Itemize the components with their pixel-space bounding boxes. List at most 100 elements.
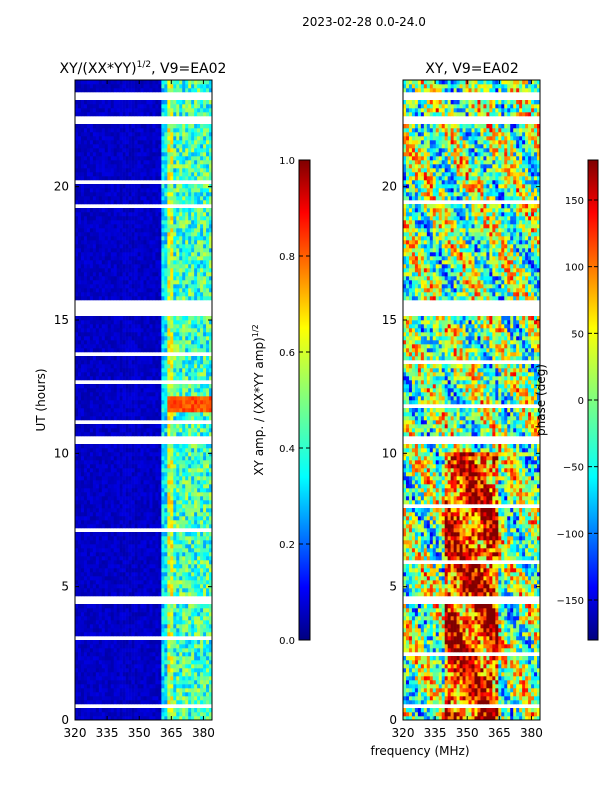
heatmap-cell [200,392,204,397]
heatmap-cell [164,456,168,461]
heatmap-cell [155,324,159,329]
heatmap-cell [158,572,162,577]
heatmap-cell [185,360,189,365]
heatmap-cell [200,616,204,621]
heatmap-cell [116,708,120,713]
heatmap-cell [164,604,168,609]
heatmap-cell [95,688,100,693]
heatmap-cell [173,292,177,297]
heatmap-cell [173,560,177,565]
heatmap-cell [170,684,174,689]
heatmap-cell [143,676,147,681]
heatmap-cell [182,260,186,265]
heatmap-cell [173,232,177,237]
heatmap-cell [128,612,132,617]
heatmap-cell [131,564,135,569]
heatmap-cell [101,444,106,449]
heatmap-cell [131,572,135,577]
heatmap-cell [89,472,94,477]
heatmap-cell [182,324,186,329]
heatmap-cell [158,432,162,437]
heatmap-cell [75,684,79,689]
heatmap-cell [83,324,88,329]
heatmap-cell [161,692,165,697]
heatmap-cell [197,536,201,541]
heatmap-cell [164,492,168,497]
heatmap-cell [185,688,189,693]
heatmap-cell [116,252,120,257]
heatmap-cell [89,244,94,249]
heatmap-cell [125,656,129,661]
heatmap-cell [149,400,153,405]
heatmap-cell [173,656,177,661]
heatmap-cell [209,412,213,417]
heatmap-cell [134,316,138,321]
heatmap-cell [176,416,180,421]
heatmap-cell [176,264,180,269]
heatmap-cell [86,384,91,389]
heatmap-cell [146,484,150,489]
heatmap-cell [110,692,115,697]
heatmap-cell [125,472,129,477]
heatmap-cell [149,512,153,517]
heatmap-cell [149,716,153,721]
heatmap-cell [83,452,88,457]
heatmap-cell [101,320,106,325]
heatmap-cell [89,236,94,241]
heatmap-cell [92,696,97,701]
heatmap-cell [140,348,144,353]
heatmap-cell [173,500,177,505]
heatmap-cell [164,264,168,269]
heatmap-cell [179,560,183,565]
heatmap-cell [161,624,165,629]
heatmap-cell [188,516,192,521]
heatmap-cell [188,296,192,301]
heatmap-cell [197,656,201,661]
heatmap-cell [98,684,103,689]
heatmap-cell [116,448,120,453]
heatmap-cell [167,504,171,509]
heatmap-cell [182,276,186,281]
heatmap-cell [194,296,198,301]
heatmap-cell [80,244,85,249]
heatmap-cell [98,232,103,237]
heatmap-cell [188,580,192,585]
heatmap-cell [83,368,88,373]
heatmap-cell [119,404,123,409]
heatmap-cell [200,368,204,373]
heatmap-cell [77,520,82,525]
heatmap-cell [176,412,180,417]
heatmap-cell [170,232,174,237]
heatmap-cell [206,472,210,477]
heatmap-cell [128,580,132,585]
heatmap-cell [167,580,171,585]
heatmap-cell [101,264,106,269]
heatmap-cell [122,344,126,349]
heatmap-cell [137,292,141,297]
heatmap-cell [119,448,123,453]
heatmap-cell [101,416,106,421]
heatmap-cell [83,320,88,325]
heatmap-cell [179,584,183,589]
heatmap-cell [194,696,198,701]
heatmap-cell [176,368,180,373]
heatmap-cell [155,588,159,593]
heatmap-cell [80,608,85,613]
heatmap-cell [164,656,168,661]
heatmap-cell [125,556,129,561]
heatmap-cell [155,584,159,589]
heatmap-cell [122,396,126,401]
heatmap-cell [143,664,147,669]
heatmap-cell [119,272,123,277]
heatmap-cell [86,252,91,257]
heatmap-cell [203,432,207,437]
heatmap-cell [197,520,201,525]
heatmap-cell [146,540,150,545]
heatmap-cell [140,632,144,637]
heatmap-cell [158,324,162,329]
heatmap-cell [206,232,210,237]
heatmap-cell [200,464,204,469]
heatmap-cell [134,500,138,505]
heatmap-cell [173,336,177,341]
heatmap-cell [149,640,153,645]
